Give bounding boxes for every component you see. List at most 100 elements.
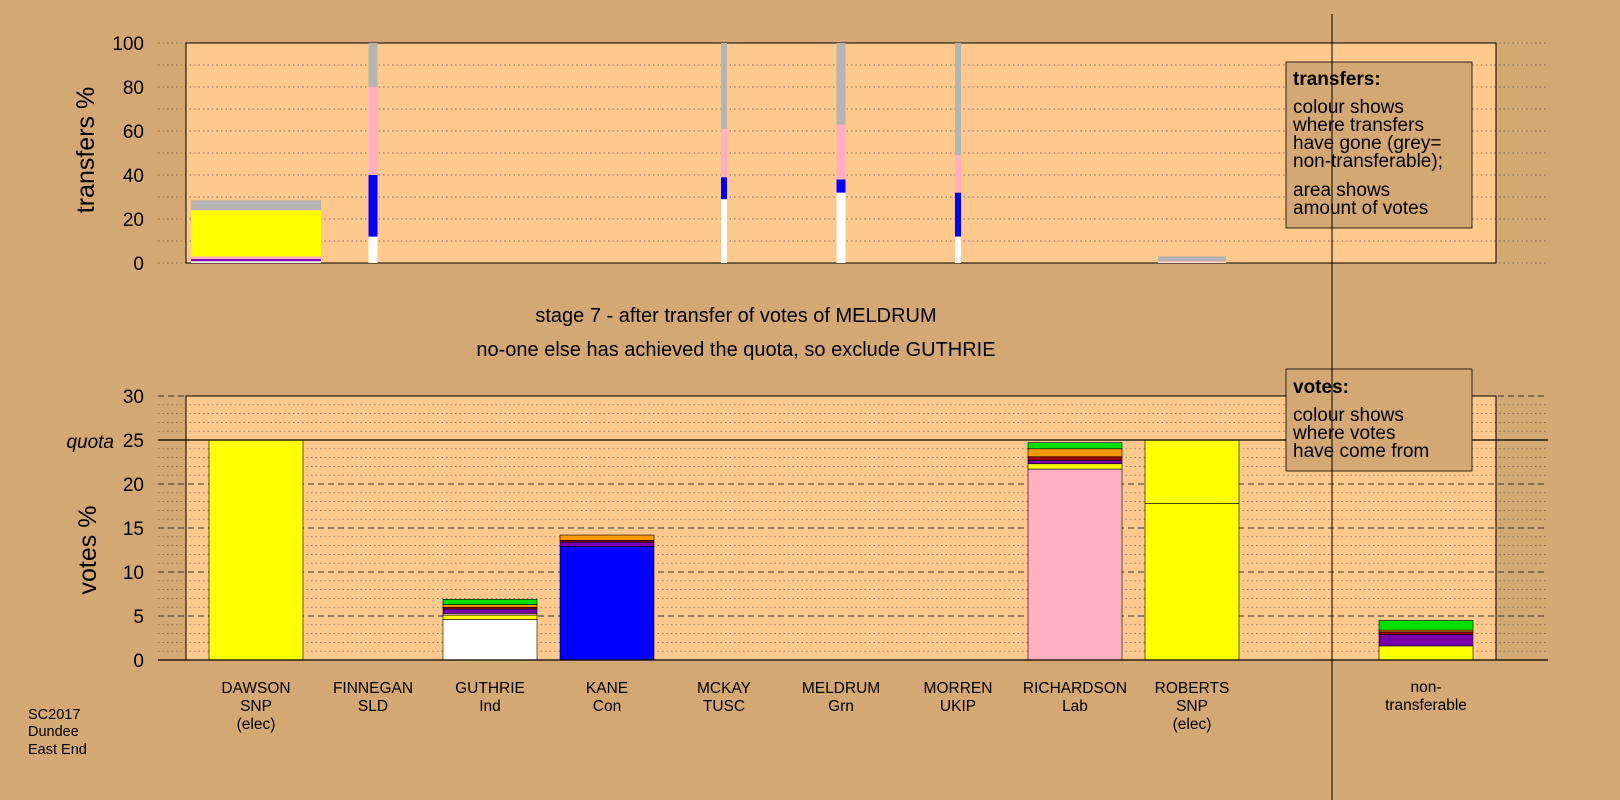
votes-plot: 0 5 10 15 20 25 30 quota bbox=[66, 387, 1548, 672]
vote-segment bbox=[1144, 439, 1240, 504]
vote-segment bbox=[559, 546, 655, 661]
bottom-y-axis-title: votes % bbox=[74, 506, 102, 595]
votes-y-tick-label: 0 bbox=[133, 651, 144, 672]
transfer-segment bbox=[955, 155, 961, 193]
transfers-y-tick-label: 80 bbox=[123, 78, 144, 99]
vote-segment bbox=[1027, 442, 1123, 450]
top-y-axis-title: transfers % bbox=[72, 87, 100, 213]
votes-y-tick-label: 20 bbox=[123, 475, 144, 496]
candidate-label: DAWSON bbox=[221, 680, 290, 697]
vote-segment bbox=[442, 604, 538, 608]
vote-segment bbox=[442, 619, 538, 661]
candidate-label: MELDRUM bbox=[802, 680, 880, 697]
transfer-segment bbox=[191, 261, 321, 263]
candidate-label: GUTHRIE bbox=[455, 680, 525, 697]
footer-line-2: Dundee bbox=[28, 724, 79, 740]
transfers-y-tick-label: 40 bbox=[123, 166, 144, 187]
transfers-legend-line: where transfers bbox=[1292, 115, 1424, 136]
transfer-segment bbox=[836, 43, 846, 125]
footer-line-1: SC2017 bbox=[28, 707, 80, 723]
candidate-label: (elec) bbox=[1173, 716, 1212, 733]
transfers-legend-line: area shows bbox=[1293, 180, 1390, 201]
vote-segment bbox=[442, 614, 538, 620]
candidate-label: Ind bbox=[479, 698, 501, 715]
transfer-segment bbox=[1158, 261, 1226, 263]
vote-segment bbox=[1027, 463, 1123, 470]
transfers-plot: 0 20 40 60 80 100 bbox=[112, 34, 1548, 275]
transfer-segment bbox=[836, 179, 846, 193]
votes-y-tick-label: 10 bbox=[123, 563, 144, 584]
candidate-label: Con bbox=[593, 698, 621, 715]
vote-segment bbox=[442, 608, 538, 614]
votes-legend-line: colour shows bbox=[1293, 405, 1404, 426]
candidate-label: ROBERTS bbox=[1155, 680, 1230, 697]
transfer-segment bbox=[721, 199, 727, 263]
candidate-label: SLD bbox=[358, 698, 388, 715]
stage-subheading: no-one else has achieved the quota, so e… bbox=[476, 339, 995, 361]
transfers-y-tick-label: 20 bbox=[123, 210, 144, 231]
vote-segment bbox=[1144, 503, 1240, 661]
transfer-segment bbox=[368, 43, 378, 87]
candidate-label: MORREN bbox=[924, 680, 993, 697]
candidate-label: TUSC bbox=[703, 698, 745, 715]
transfer-segment bbox=[955, 236, 961, 263]
candidate-label: Grn bbox=[828, 698, 854, 715]
candidate-label: SNP bbox=[1176, 698, 1208, 715]
transfer-segment bbox=[721, 128, 727, 178]
candidate-label: (elec) bbox=[237, 716, 276, 733]
transfer-segment bbox=[191, 200, 321, 211]
transfers-legend-line: colour shows bbox=[1293, 97, 1404, 118]
votes-legend-line: where votes bbox=[1292, 423, 1395, 444]
vote-segment bbox=[1027, 456, 1123, 461]
vote-segment bbox=[559, 541, 655, 547]
votes-y-tick-label: 5 bbox=[133, 607, 144, 628]
vote-segment bbox=[1378, 634, 1474, 647]
candidate-labels: DAWSONSNP(elec)FINNEGANSLDGUTHRIEIndKANE… bbox=[221, 679, 1467, 733]
vote-segment bbox=[1378, 645, 1474, 661]
vote-segment bbox=[1378, 631, 1474, 635]
transfer-segment bbox=[368, 87, 378, 175]
candidate-label: UKIP bbox=[940, 698, 976, 715]
vote-segment bbox=[1027, 468, 1123, 661]
candidate-label: FINNEGAN bbox=[333, 680, 413, 697]
transfers-y-tick-label: 100 bbox=[112, 34, 144, 55]
vote-segment bbox=[1027, 448, 1123, 458]
votes-y-tick-label: 15 bbox=[123, 519, 144, 540]
transfers-y-tick-label: 60 bbox=[123, 122, 144, 143]
votes-legend-box bbox=[1285, 368, 1473, 472]
candidate-label: RICHARDSON bbox=[1023, 680, 1127, 697]
transfer-segment bbox=[955, 43, 961, 156]
transfer-segment bbox=[721, 43, 727, 129]
vote-segment bbox=[442, 598, 538, 605]
transfer-segment bbox=[191, 256, 321, 260]
vote-segment bbox=[1378, 620, 1474, 631]
transfer-segment bbox=[368, 175, 378, 237]
votes-y-tick-label: 30 bbox=[123, 387, 144, 408]
candidate-label: KANE bbox=[586, 680, 628, 697]
transfer-segment bbox=[1158, 256, 1226, 262]
votes-legend-line: have come from bbox=[1293, 441, 1429, 462]
transfer-segment bbox=[836, 124, 846, 180]
vote-segment bbox=[208, 439, 304, 661]
footer-line-3: East End bbox=[28, 742, 87, 758]
votes-y-tick-label: 25 bbox=[123, 431, 144, 452]
transfers-legend-line: non-transferable); bbox=[1293, 151, 1443, 172]
transfer-segment bbox=[191, 210, 321, 257]
transfer-segment bbox=[191, 259, 321, 262]
vote-segment bbox=[559, 534, 655, 541]
candidate-label: transferable bbox=[1385, 697, 1467, 714]
transfers-legend-line: have gone (grey= bbox=[1293, 133, 1441, 154]
transfer-segment bbox=[836, 192, 846, 263]
transfers-y-tick-label: 0 bbox=[133, 254, 144, 275]
transfer-segment bbox=[368, 236, 378, 263]
vote-segment bbox=[1027, 459, 1123, 465]
transfer-segment bbox=[721, 177, 727, 200]
candidate-label: non- bbox=[1410, 679, 1441, 696]
transfers-legend-line: amount of votes bbox=[1293, 198, 1428, 219]
votes-legend-title: votes: bbox=[1293, 377, 1349, 398]
transfer-segment bbox=[955, 192, 961, 237]
transfers-legend-box bbox=[1285, 61, 1473, 229]
transfers-legend-title: transfers: bbox=[1293, 69, 1381, 90]
